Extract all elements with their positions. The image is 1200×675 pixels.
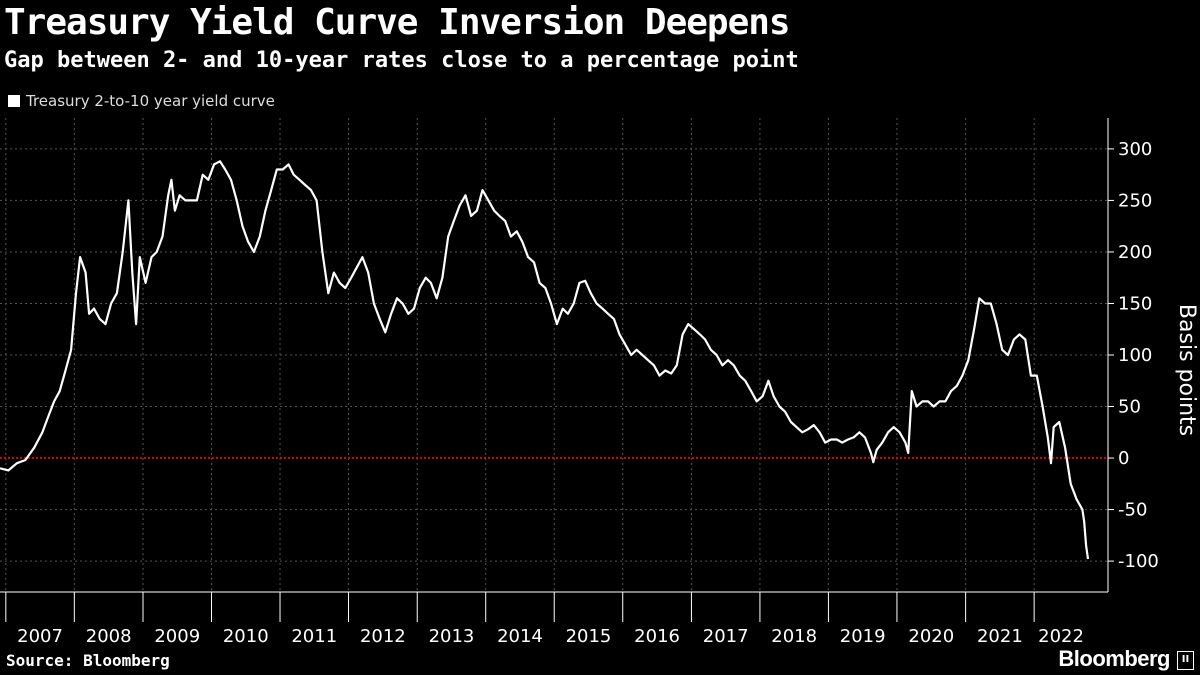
legend-swatch	[8, 95, 20, 107]
x-tick-label: 2008	[86, 626, 132, 647]
x-tick-label: 2012	[360, 626, 406, 647]
y-axis: 300 250 200 150 100 50 0 -50 -100	[1107, 118, 1159, 592]
series-line-yield-curve	[0, 160, 1090, 560]
y-tick-label: 150	[1118, 293, 1152, 314]
x-tick-label: 2015	[566, 626, 612, 647]
x-tick-label: 2009	[154, 626, 200, 647]
x-tick-label: 2010	[223, 626, 269, 647]
x-tick-label: 2019	[840, 626, 886, 647]
y-tick-label: 300	[1118, 139, 1152, 160]
y-tick-label: 0	[1118, 448, 1129, 469]
x-axis: 2007 2008 2009 2010 2011 2012 2013 2014 2015 2016…	[0, 591, 1108, 647]
x-tick-label: 2016	[634, 626, 680, 647]
y-tick-label: 50	[1118, 397, 1141, 418]
chart-title: Treasury Yield Curve Inversion Deepens	[4, 2, 791, 43]
y-axis-label: Basis points	[1174, 304, 1199, 436]
x-tick-label: 2018	[771, 626, 817, 647]
x-tick-label: 2022	[1038, 626, 1084, 647]
bloomberg-logo: Bloomberg	[1058, 646, 1170, 671]
y-tick-label: -100	[1118, 551, 1159, 572]
y-tick-label: -50	[1118, 500, 1147, 521]
y-tick-label: 250	[1118, 190, 1152, 211]
x-tick-label: 2017	[703, 626, 749, 647]
x-tick-label: 2014	[497, 626, 543, 647]
chart-subtitle: Gap between 2- and 10-year rates close t…	[4, 48, 799, 73]
x-tick-label: 2011	[291, 626, 337, 647]
y-tick-label: 100	[1118, 345, 1152, 366]
legend-label: Treasury 2-to-10 year yield curve	[26, 92, 275, 110]
x-tick-label: 2013	[429, 626, 475, 647]
grid-lines	[0, 118, 1108, 592]
legend: Treasury 2-to-10 year yield curve	[8, 92, 275, 110]
source-note: Source: Bloomberg	[6, 651, 170, 670]
x-tick-label: 2020	[908, 626, 954, 647]
x-tick-label: 2007	[17, 626, 63, 647]
x-tick-label: 2021	[977, 626, 1023, 647]
y-tick-label: 200	[1118, 242, 1152, 263]
series-layer	[0, 160, 1090, 560]
bloomberg-badge-icon: II	[1177, 651, 1194, 670]
